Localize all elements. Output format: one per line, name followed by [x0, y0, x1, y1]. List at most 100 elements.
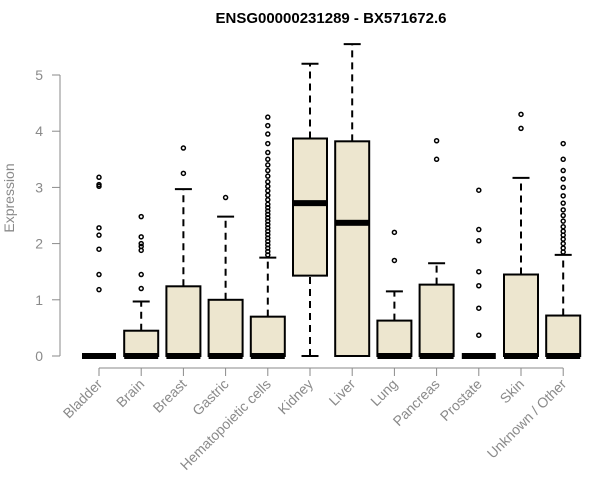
y-tick-label: 4	[35, 123, 43, 139]
outlier-point	[476, 305, 482, 311]
y-tick-label: 0	[35, 348, 43, 364]
outlier-point	[222, 194, 229, 201]
outlier-point	[265, 162, 271, 168]
outlier-point	[476, 187, 482, 193]
y-tick-label: 5	[35, 67, 43, 83]
outlier-point	[138, 234, 144, 240]
x-category-label: Prostate	[437, 376, 485, 424]
outlier-point	[560, 167, 566, 174]
outlier-point	[518, 111, 524, 118]
outlier-point	[391, 257, 398, 264]
outlier-point	[476, 283, 482, 289]
x-category-label: Liver	[326, 376, 359, 409]
box-body	[249, 315, 286, 358]
outlier-point	[476, 268, 482, 275]
median-line	[504, 353, 538, 359]
box-body	[292, 137, 328, 277]
outlier-point	[433, 138, 440, 144]
outlier-point	[560, 228, 566, 234]
box-skin	[503, 111, 539, 359]
outlier-point	[560, 140, 566, 147]
outlier-point	[265, 156, 271, 163]
y-axis: 0 1 2 3 4 5	[35, 67, 61, 364]
outlier-point	[96, 232, 102, 238]
outlier-point	[560, 200, 566, 206]
outlier-point	[560, 212, 566, 219]
box-kidney	[292, 62, 328, 357]
y-tick-label: 1	[35, 292, 43, 308]
median-line	[461, 353, 496, 359]
outlier-point	[96, 174, 102, 181]
outlier-point	[138, 240, 144, 247]
y-tick-label: 2	[35, 236, 43, 252]
median-line	[208, 353, 243, 359]
x-category-label: Breast	[150, 376, 190, 416]
outlier-point	[265, 173, 271, 179]
outlier-point	[560, 176, 566, 182]
outlier-point	[96, 225, 102, 231]
outlier-point	[560, 193, 566, 199]
outlier-point	[476, 226, 482, 233]
box-body	[545, 314, 582, 358]
outlier-point	[433, 156, 440, 163]
outlier-point	[518, 125, 524, 132]
outlier-point	[476, 332, 482, 338]
outlier-point	[560, 184, 566, 191]
x-category-label: Kidney	[275, 376, 317, 418]
median-line	[419, 353, 454, 359]
outlier-point	[180, 145, 187, 151]
outlier-point	[560, 156, 566, 163]
box-breast	[165, 145, 202, 359]
outlier-point	[265, 122, 271, 129]
box-body	[503, 273, 539, 358]
outlier-point	[265, 183, 271, 190]
outlier-point	[265, 114, 271, 120]
outlier-point	[265, 192, 271, 199]
x-category-label: Skin	[497, 376, 528, 407]
x-category-label: Pancreas	[390, 376, 443, 429]
box-prostate	[461, 187, 496, 359]
y-axis-label: Expression	[1, 163, 17, 232]
outlier-point	[560, 245, 566, 251]
outlier-point	[265, 167, 271, 174]
outlier-point	[560, 240, 566, 247]
median-line	[546, 353, 581, 359]
median-line	[124, 353, 159, 359]
boxes-layer	[82, 43, 582, 359]
outlier-point	[391, 229, 398, 236]
box-lung	[376, 229, 413, 359]
box-liver	[334, 43, 371, 357]
outlier-point	[96, 181, 102, 188]
box-brain	[123, 213, 160, 359]
box-bladder	[82, 174, 116, 359]
outlier-point	[138, 243, 144, 250]
chart-title: ENSG00000231289 - BX571672.6	[215, 10, 446, 27]
outlier-point	[265, 131, 271, 137]
box-body	[376, 319, 413, 357]
median-line	[82, 353, 116, 359]
outlier-point	[560, 218, 566, 224]
outlier-point	[476, 238, 482, 244]
outlier-point	[180, 170, 187, 177]
outlier-point	[265, 201, 271, 208]
box-body	[207, 298, 244, 357]
box-unknown-other	[545, 140, 582, 359]
outlier-point	[138, 271, 144, 278]
outlier-point	[265, 197, 271, 203]
outlier-point	[560, 223, 566, 230]
box-pancreas	[418, 138, 455, 359]
box-gastric	[207, 194, 244, 359]
x-category-label: Bladder	[60, 376, 106, 422]
x-category-label: Lung	[367, 376, 400, 409]
box-hematopoietic-cells	[249, 114, 286, 359]
box-body	[123, 329, 160, 357]
y-tick-label: 3	[35, 179, 43, 195]
x-category-label: Unknown / Other	[484, 376, 570, 462]
median-line	[293, 200, 327, 207]
median-line	[166, 353, 201, 359]
outlier-point	[96, 246, 102, 252]
outlier-point	[265, 140, 271, 147]
outlier-point	[96, 286, 102, 293]
